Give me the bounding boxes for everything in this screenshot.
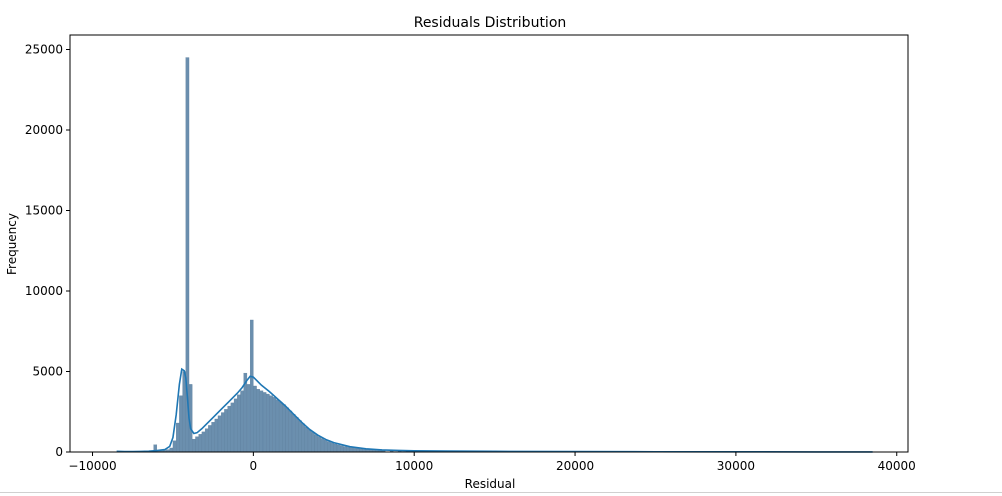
x-tick-label: 30000: [717, 459, 755, 473]
y-tick-label: 10000: [25, 284, 63, 298]
histogram-bar: [301, 423, 305, 453]
histogram-bar: [356, 448, 360, 453]
chart-title: Residuals Distribution: [414, 15, 567, 31]
histogram-bar: [176, 422, 180, 453]
histogram-bar: [330, 442, 334, 453]
histogram-bar: [169, 447, 174, 453]
histogram-bar: [272, 397, 277, 453]
histogram-bar: [278, 401, 283, 453]
y-tick-label: 5000: [32, 364, 63, 378]
y-tick-label: 25000: [25, 42, 63, 56]
x-axis-label: Residual: [465, 477, 516, 491]
histogram-bar: [253, 385, 257, 453]
histogram-bar: [275, 399, 280, 453]
histogram-bar: [214, 418, 219, 453]
bottom-divider: [0, 492, 1002, 493]
histogram-bar: [192, 438, 196, 453]
histogram-bar: [333, 443, 338, 453]
histogram-bar: [304, 426, 309, 453]
histogram-bar: [314, 434, 318, 453]
histogram-bar: [295, 417, 299, 453]
histogram-bar: [349, 447, 354, 453]
histogram-bar: [320, 438, 325, 453]
y-tick-label: 15000: [25, 203, 63, 217]
histogram-bar: [179, 395, 183, 453]
histogram-bar: [237, 394, 241, 453]
y-tick-label: 0: [55, 445, 63, 459]
histogram-bar: [262, 392, 267, 453]
histogram-bar: [343, 446, 347, 453]
x-tick-label: 40000: [878, 459, 916, 473]
histogram-bar: [224, 409, 228, 453]
x-tick-label: 20000: [556, 459, 594, 473]
histogram-bar: [317, 436, 322, 453]
histogram-bar: [266, 393, 270, 453]
histogram-bar: [346, 447, 351, 453]
y-axis-label: Frequency: [5, 213, 19, 275]
histogram-bar: [204, 428, 209, 453]
x-tick-label: 10000: [395, 459, 433, 473]
kde-curve: [116, 367, 873, 453]
histogram-bar: [291, 414, 296, 453]
histogram-bar: [298, 420, 302, 453]
histogram-bar: [323, 439, 328, 453]
histogram-bar: [259, 390, 264, 453]
x-tick-label: 0: [250, 459, 258, 473]
histogram-bar: [285, 407, 289, 453]
histogram-bar: [211, 422, 215, 453]
histogram-bar: [227, 405, 232, 453]
histogram-bar: [221, 412, 225, 453]
histogram-bar: [327, 441, 331, 453]
histogram-bar: [201, 431, 206, 453]
histogram-bar: [217, 415, 222, 453]
histogram-bar: [208, 425, 212, 453]
histogram-bar: [240, 390, 244, 453]
histogram-bar: [282, 404, 286, 453]
y-axis: 0 5000 10000 15000 20000 25000: [25, 42, 70, 459]
histogram-bar: [198, 434, 203, 453]
histogram-bar: [249, 319, 254, 453]
histogram-bar: [340, 445, 344, 453]
histogram-bar: [233, 398, 238, 453]
histogram-bar: [352, 448, 357, 453]
histogram-bar: [172, 440, 177, 453]
histogram-bar: [256, 389, 260, 453]
y-tick-label: 20000: [25, 123, 63, 137]
histogram-bar: [195, 436, 199, 453]
histogram-bar: [307, 429, 312, 453]
x-axis: −10000 0 10000 20000 30000 40000: [68, 452, 916, 473]
x-tick-label: −10000: [68, 459, 116, 473]
plot-frame: [69, 34, 909, 453]
histogram-bar: [269, 395, 273, 453]
histogram-bar: [336, 444, 341, 453]
histogram-bar: [182, 371, 186, 453]
histogram-bar: [311, 432, 315, 453]
histogram-bar: [230, 402, 235, 453]
histogram-bar: [246, 384, 251, 453]
histogram-bar: [288, 410, 293, 453]
